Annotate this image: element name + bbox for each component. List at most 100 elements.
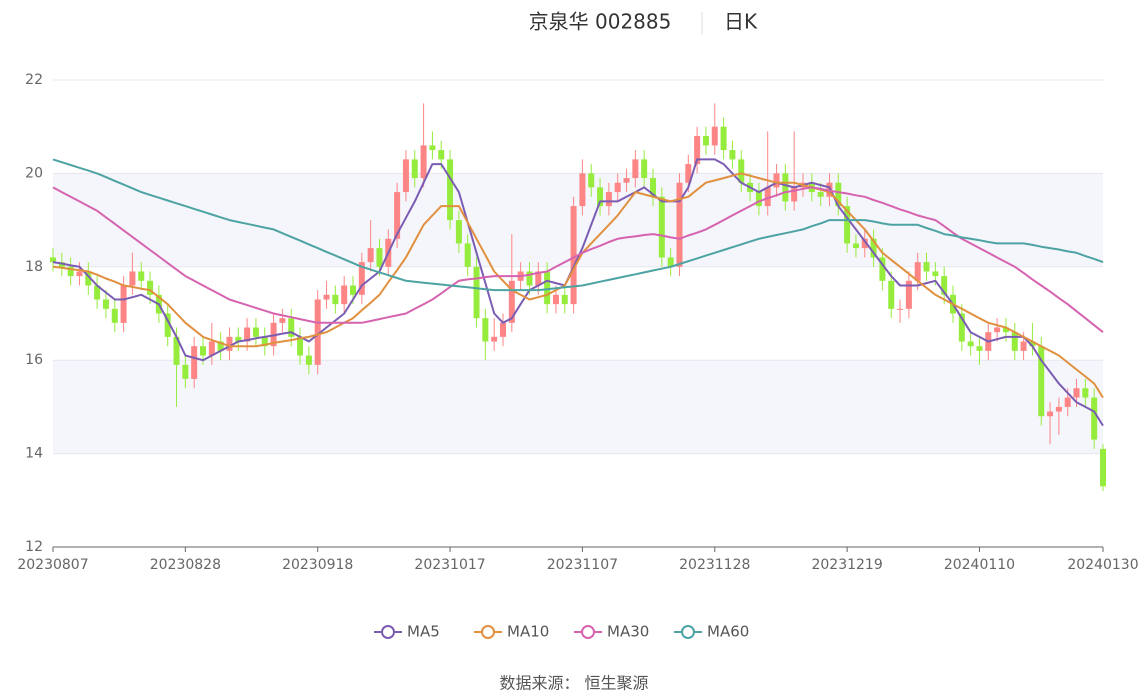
candle-body — [102, 299, 109, 309]
candle-body — [755, 192, 762, 207]
candle-body — [1047, 411, 1054, 417]
candle-body — [694, 136, 701, 165]
candle-body — [358, 262, 365, 295]
candle-body — [897, 308, 904, 310]
candle-body — [561, 294, 568, 305]
candle-body — [164, 313, 171, 337]
candle-body — [138, 271, 145, 281]
candle-body — [967, 341, 974, 347]
candle-body — [120, 285, 127, 323]
legend-marker — [581, 625, 595, 639]
candle-body — [702, 136, 709, 146]
candle-body — [447, 159, 454, 221]
candle-body — [50, 257, 56, 263]
candle-body — [614, 182, 621, 193]
candle-body — [314, 299, 321, 365]
candle-body — [1055, 406, 1062, 412]
y-tick-label: 18 — [25, 259, 43, 275]
x-tick-label: 20231219 — [811, 557, 882, 573]
candle-body — [605, 192, 612, 207]
candle-body — [76, 271, 83, 277]
candle-body — [905, 280, 912, 309]
candle-body — [376, 248, 383, 267]
candle-body — [208, 341, 215, 356]
candle-body — [482, 318, 489, 342]
candle-body — [764, 187, 771, 207]
candle-body — [1029, 341, 1036, 347]
candle-body — [579, 173, 586, 207]
candle-body — [535, 271, 542, 286]
candle-body — [111, 308, 118, 323]
candle-body — [235, 336, 242, 342]
candle-body — [1038, 346, 1045, 417]
candle-body — [711, 126, 718, 146]
x-tick-label: 20240130 — [1067, 557, 1138, 573]
candle-body — [323, 294, 330, 300]
candle-body — [1073, 388, 1080, 398]
candle-body — [994, 327, 1001, 333]
candle-body — [67, 266, 74, 277]
candle-body — [411, 159, 418, 179]
ma-line — [52, 186, 1104, 333]
ma-line — [52, 158, 1104, 427]
candle-body — [402, 159, 409, 193]
candle-body — [341, 285, 348, 305]
candle-body — [738, 159, 745, 183]
grid-band — [53, 360, 1103, 454]
legend-label: MA5 — [407, 623, 440, 641]
candle-body — [588, 173, 595, 188]
candle-body — [667, 257, 674, 267]
candle-body — [217, 341, 224, 351]
candle-body — [597, 187, 604, 207]
candle-body — [288, 318, 295, 337]
x-tick-label: 20231017 — [414, 557, 485, 573]
y-tick-label: 14 — [25, 446, 43, 462]
candle-body — [658, 196, 665, 258]
y-tick-label: 16 — [25, 352, 43, 368]
candle-body — [491, 336, 498, 342]
candle-body — [720, 126, 727, 151]
candle-body — [279, 318, 286, 323]
candle-body — [958, 313, 965, 342]
candle-body — [526, 271, 533, 286]
x-tick-label: 20230828 — [150, 557, 221, 573]
candle-body — [1011, 332, 1018, 351]
candle-body — [676, 182, 683, 267]
candle-body — [570, 206, 577, 305]
x-tick-label: 20231128 — [679, 557, 750, 573]
candle-body — [861, 238, 868, 249]
candle-body — [367, 248, 374, 263]
candle-body — [173, 336, 180, 365]
grid-band — [53, 173, 1103, 267]
candle-body — [252, 327, 259, 337]
chart-subtitle: 日K — [724, 10, 758, 34]
candle-body — [350, 285, 356, 295]
candle-body — [85, 271, 92, 286]
candle-body — [623, 178, 630, 183]
candle-body — [1082, 388, 1089, 398]
candle-body — [191, 346, 198, 379]
legend-label: MA10 — [507, 623, 549, 641]
candle-body — [941, 276, 948, 295]
candle-body — [332, 294, 339, 305]
candle-body — [1100, 448, 1106, 487]
candle-body — [129, 271, 136, 286]
y-tick-label: 22 — [25, 72, 43, 88]
candle-body — [94, 285, 101, 300]
chart-title: 京泉华 002885 — [529, 10, 672, 34]
candle-body — [773, 173, 780, 188]
candle-body — [305, 355, 312, 365]
candle-body — [508, 280, 515, 323]
candle-body — [817, 192, 824, 197]
candle-body — [500, 322, 506, 337]
candle-body — [932, 271, 939, 277]
candle-body — [729, 150, 736, 160]
candle-body — [879, 257, 886, 281]
x-tick-label: 20230807 — [17, 557, 88, 573]
candle-body — [888, 280, 895, 309]
candle-body — [182, 364, 189, 379]
candle-body — [464, 243, 471, 267]
ma-line — [52, 172, 1104, 399]
candle-body — [244, 327, 251, 342]
